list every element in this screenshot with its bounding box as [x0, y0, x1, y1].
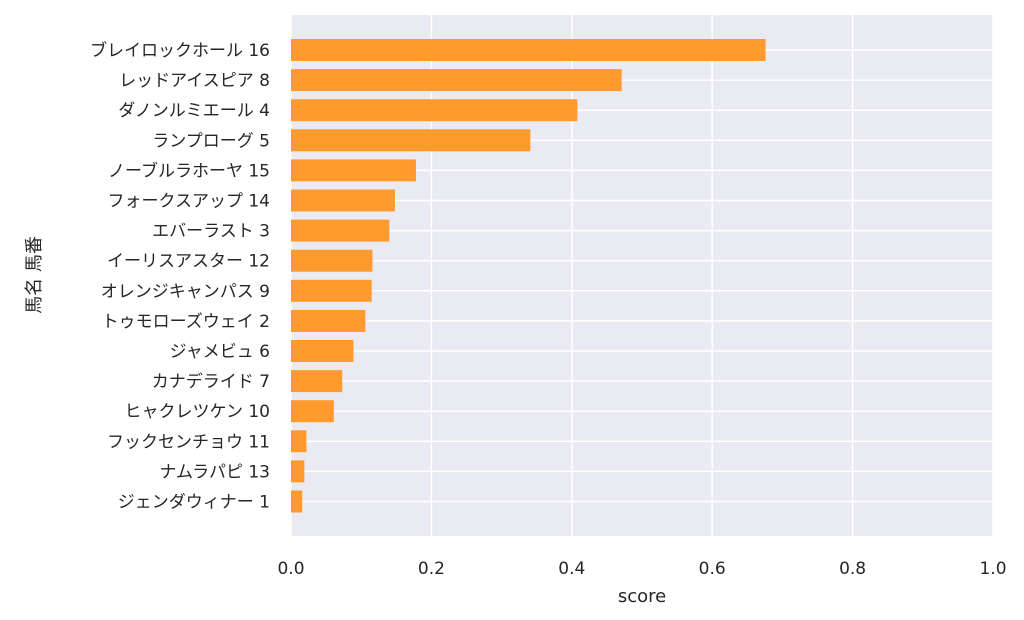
y-tick-label: オレンジキャンパス 9 [101, 282, 270, 302]
x-tick-label: 0.6 [699, 559, 726, 579]
y-tick-label: ダノンルミエール 4 [118, 101, 270, 121]
x-tick-label: 0.8 [839, 559, 866, 579]
y-tick-label: イーリスアスター 12 [107, 252, 270, 272]
bar [291, 249, 373, 272]
plot-area [291, 15, 993, 536]
bar [291, 159, 416, 182]
y-tick-label: カナデライド 7 [152, 371, 270, 392]
x-tick-label: 0.2 [418, 559, 445, 579]
x-tick-label: 1.0 [979, 559, 1006, 579]
y-tick-label: ブレイロックホール 16 [90, 40, 270, 61]
bar [291, 430, 307, 453]
x-tick-label: 0.4 [558, 559, 585, 579]
bar [291, 370, 343, 393]
bar [291, 39, 766, 61]
bars [291, 39, 766, 513]
bar [291, 400, 334, 423]
y-tick-label: ノーブルラホーヤ 15 [108, 160, 270, 181]
bar [291, 279, 372, 302]
y-tick-label: ジェンダウィナー 1 [118, 493, 270, 513]
bar [291, 490, 303, 513]
y-tick-label: レッドアイスピア 8 [119, 71, 270, 91]
bar [291, 69, 622, 92]
x-tick-label: 0.0 [277, 559, 304, 579]
bar [291, 309, 366, 332]
bar [291, 460, 305, 483]
y-tick-label: フックセンチョウ 11 [107, 432, 270, 452]
bar [291, 219, 390, 242]
bar [291, 99, 578, 122]
x-axis-label: score [618, 586, 666, 607]
y-tick-label: エバーラスト 3 [152, 222, 270, 242]
y-tick-label: ナムラパピ 13 [159, 462, 270, 482]
y-axis-label: 馬名 馬番 [24, 236, 45, 314]
y-tick-labels: ブレイロックホール 16 レッドアイスピア 8 ダノンルミエール 4 ランプローグ 5… [90, 40, 270, 513]
bar [291, 129, 531, 152]
y-tick-label: ジャメビュ 6 [170, 342, 270, 362]
y-tick-label: トゥモローズウェイ 2 [102, 312, 270, 332]
bar [291, 189, 395, 212]
x-tick-labels: 0.0 0.2 0.4 0.6 0.8 1.0 [277, 559, 1006, 579]
y-tick-label: フォークスアップ 14 [107, 192, 270, 212]
bar [291, 340, 354, 362]
y-tick-label: ヒャクレツケン 10 [124, 402, 270, 422]
y-tick-label: ランプローグ 5 [152, 131, 270, 151]
